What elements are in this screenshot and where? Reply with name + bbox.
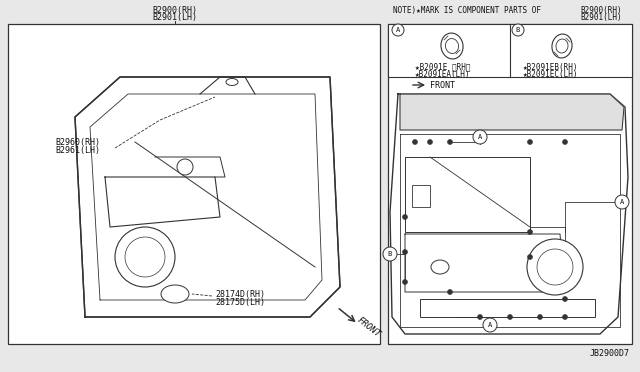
Text: B2901(LH): B2901(LH) [580, 13, 621, 22]
Circle shape [125, 237, 165, 277]
Circle shape [403, 279, 408, 285]
Text: ★B2091EB(RH): ★B2091EB(RH) [523, 62, 579, 71]
Polygon shape [400, 94, 624, 130]
Text: B: B [388, 251, 392, 257]
Ellipse shape [556, 39, 568, 53]
Ellipse shape [445, 39, 458, 54]
Circle shape [428, 140, 433, 144]
Circle shape [537, 249, 573, 285]
Circle shape [563, 296, 568, 301]
Circle shape [563, 140, 568, 144]
Circle shape [527, 230, 532, 234]
Text: 28174D(RH): 28174D(RH) [215, 289, 265, 298]
Text: B2901(LH): B2901(LH) [152, 13, 198, 22]
Circle shape [483, 318, 497, 332]
Circle shape [115, 227, 175, 287]
Text: A: A [478, 134, 482, 140]
Circle shape [477, 314, 483, 320]
Ellipse shape [441, 33, 463, 59]
Circle shape [512, 24, 524, 36]
Text: NOTE)★MARK IS COMPONENT PARTS OF: NOTE)★MARK IS COMPONENT PARTS OF [393, 6, 541, 15]
Circle shape [403, 215, 408, 219]
Circle shape [538, 314, 543, 320]
Circle shape [413, 140, 417, 144]
Bar [420, 299, 595, 317]
Circle shape [447, 289, 452, 295]
Text: B: B [516, 27, 520, 33]
Circle shape [473, 130, 487, 144]
Text: B2961(LH): B2961(LH) [55, 145, 100, 154]
Text: B2900(RH): B2900(RH) [152, 6, 198, 15]
Bar [412, 185, 430, 207]
Bar [388, 24, 632, 77]
Text: A: A [620, 199, 624, 205]
Circle shape [615, 195, 629, 209]
Ellipse shape [431, 260, 449, 274]
Circle shape [508, 314, 513, 320]
Circle shape [527, 140, 532, 144]
Text: A: A [396, 27, 400, 33]
Polygon shape [390, 94, 628, 334]
Circle shape [383, 247, 397, 261]
Text: B2900(RH): B2900(RH) [580, 6, 621, 15]
Circle shape [447, 140, 452, 144]
Text: ★B2091E ＜RH＞: ★B2091E ＜RH＞ [415, 62, 470, 71]
Circle shape [527, 239, 583, 295]
Ellipse shape [552, 34, 572, 58]
Circle shape [403, 250, 408, 254]
Ellipse shape [161, 285, 189, 303]
Polygon shape [75, 77, 340, 317]
Text: B2960(RH): B2960(RH) [55, 138, 100, 147]
Bar [388, 24, 632, 344]
Bar [405, 157, 530, 232]
Ellipse shape [226, 78, 238, 86]
Circle shape [563, 314, 568, 320]
Circle shape [392, 24, 404, 36]
Text: JB2900D7: JB2900D7 [590, 350, 630, 359]
Text: FRONT: FRONT [355, 315, 381, 339]
Circle shape [177, 159, 193, 175]
Text: FRONT: FRONT [430, 80, 455, 90]
Circle shape [527, 254, 532, 260]
Bar [8, 24, 380, 344]
Text: 28175D(LH): 28175D(LH) [215, 298, 265, 307]
Text: ★B2091EA(LH): ★B2091EA(LH) [415, 70, 470, 78]
Text: ★B2091EC(LH): ★B2091EC(LH) [523, 70, 579, 78]
Text: A: A [488, 322, 492, 328]
